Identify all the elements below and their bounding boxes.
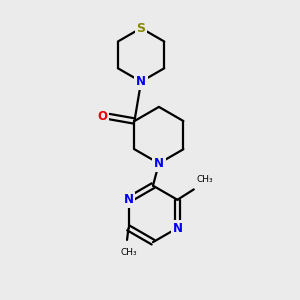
Text: N: N [154, 157, 164, 170]
Text: N: N [136, 75, 146, 88]
Text: N: N [124, 193, 134, 206]
Text: N: N [172, 221, 182, 235]
Text: CH₃: CH₃ [196, 175, 213, 184]
Text: CH₃: CH₃ [120, 248, 137, 257]
Text: S: S [136, 22, 146, 34]
Text: O: O [98, 110, 108, 123]
